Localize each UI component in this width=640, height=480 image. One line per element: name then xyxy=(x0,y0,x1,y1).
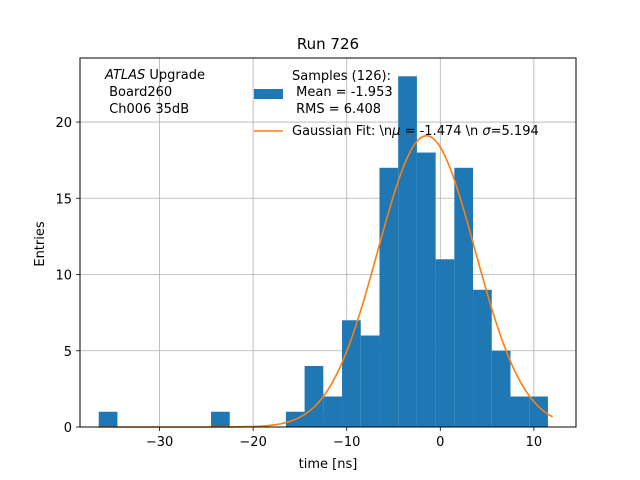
histogram-bar xyxy=(211,411,230,427)
histogram-bars xyxy=(98,76,548,428)
legend-fit-label: Gaussian Fit: \nμ = -1.474 \n σ=5.194 xyxy=(292,124,539,139)
legend-mu-symbol: μ xyxy=(391,124,400,139)
histogram-bar xyxy=(529,396,548,427)
annotation-atlas: ATLAS xyxy=(104,68,145,83)
x-tick-label: 10 xyxy=(526,435,543,450)
x-tick-label: −30 xyxy=(146,435,173,450)
y-tick-label: 15 xyxy=(55,192,72,207)
histogram-bar xyxy=(323,396,343,427)
histogram-bar xyxy=(435,259,455,427)
legend-fit-mu: = -1.474 \n xyxy=(400,124,482,139)
histogram-bar xyxy=(379,167,399,427)
y-tick-label: 0 xyxy=(64,421,72,436)
y-axis-ticks: 0 5 10 15 20 xyxy=(55,116,80,436)
legend-sigma-symbol: σ xyxy=(482,124,491,139)
histogram-bar xyxy=(510,396,530,427)
legend-samples-line-1: Samples (126): xyxy=(292,69,391,84)
histogram-bar xyxy=(416,152,436,428)
histogram-bar xyxy=(491,350,511,427)
x-tick-label: −10 xyxy=(333,435,360,450)
histogram-bar xyxy=(342,320,361,427)
atlas-annotation: ATLAS Upgrade Board260 Ch006 35dB xyxy=(104,68,205,117)
legend-samples-line-2: Mean = -1.953 xyxy=(292,85,393,100)
plot-frame xyxy=(79,57,577,428)
x-axis-ticks: −30 −20 −10 0 10 xyxy=(146,427,542,450)
annotation-line-2: Board260 xyxy=(105,85,172,100)
x-tick-label: 0 xyxy=(436,435,444,450)
y-axis-label: Entries xyxy=(33,221,48,267)
legend-bars-swatch xyxy=(254,89,283,99)
x-axis-label: time [ns] xyxy=(299,457,358,472)
histogram-bar xyxy=(398,76,417,428)
histogram-bar xyxy=(473,289,492,427)
histogram-bar xyxy=(98,411,118,427)
legend-fit-prefix: Gaussian Fit: \n xyxy=(292,124,392,139)
annotation-line-1: ATLAS Upgrade xyxy=(104,68,205,83)
histogram-bar xyxy=(360,335,380,427)
legend-fit-sigma: =5.194 xyxy=(491,124,539,139)
chart-title: Run 726 xyxy=(297,35,359,53)
y-tick-label: 10 xyxy=(55,269,72,284)
x-tick-label: −20 xyxy=(239,435,266,450)
histogram-bar xyxy=(304,366,324,427)
annotation-upgrade: Upgrade xyxy=(145,68,205,83)
y-tick-label: 5 xyxy=(64,345,72,360)
legend: Samples (126): Mean = -1.953 RMS = 6.408… xyxy=(254,69,539,139)
legend-samples-line-3: RMS = 6.408 xyxy=(292,102,381,117)
annotation-line-3: Ch006 35dB xyxy=(105,102,189,117)
y-tick-label: 20 xyxy=(55,116,72,131)
histogram-bar xyxy=(454,167,474,427)
